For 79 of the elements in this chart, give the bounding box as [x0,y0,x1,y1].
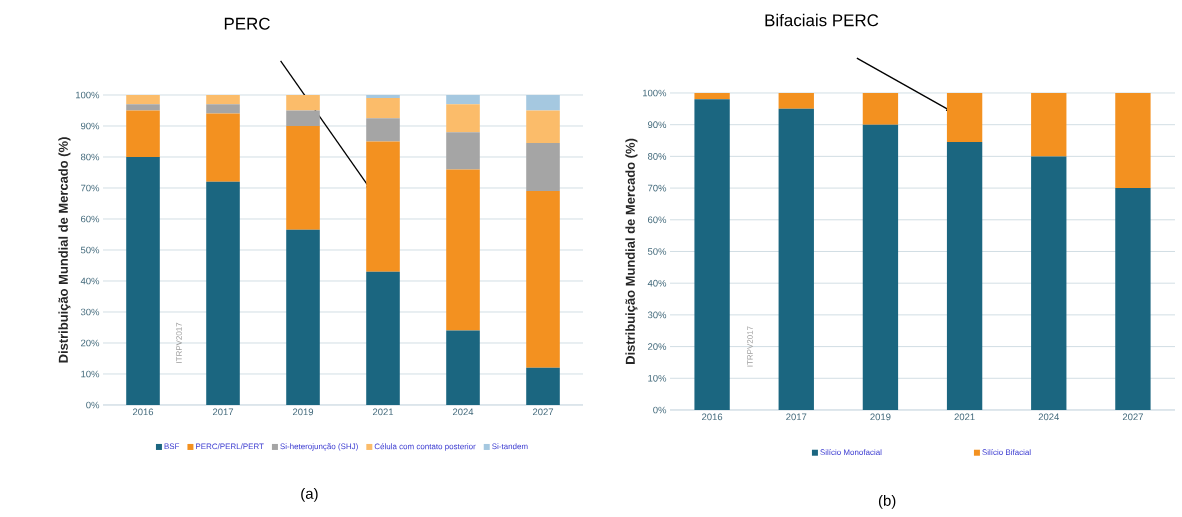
y-tick-label: 30% [80,308,100,316]
bar [206,94,240,105]
text: Bifaciais PERC [765,13,879,27]
bar [694,92,730,100]
bar [366,94,400,99]
bar [446,94,480,105]
x-tick-label: 2019 [870,413,891,421]
bar [126,156,160,405]
x-tick-label: 2016 [132,408,154,416]
y-tick-label: 10% [81,370,100,378]
bar [778,108,814,410]
bar [286,125,320,230]
text: (b) [878,494,896,509]
x-tick-label: 2021 [372,408,394,416]
y-tick-label: 80% [80,153,100,161]
y-axis-title: Distribuição Mundial de Mercado (%) [625,138,638,364]
y-tick-label: 20% [648,343,667,350]
bar [446,169,480,331]
bar [366,118,400,142]
y-tick-label: 60% [648,216,667,224]
bar [126,94,160,105]
x-tick-label: 2017 [786,413,807,421]
bar [126,110,160,157]
bar [126,104,160,111]
bar [286,229,320,405]
y-tick-label: 100% [76,91,100,99]
x-tick-label: 2017 [212,408,234,416]
x-tick-label: 2016 [702,413,723,421]
y-tick-label: 50% [80,246,100,254]
bar [286,94,320,111]
x-tick-label: 2019 [292,408,314,416]
y-tick-label: 30% [647,311,667,319]
y-tick-label: 90% [647,121,667,129]
bar [526,94,560,111]
y-tick-label: 0% [653,406,667,414]
bar [526,143,560,192]
y-tick-label: 10% [648,374,667,382]
bar [526,191,560,368]
x-tick-label: 2027 [1122,413,1143,421]
bar [366,98,400,119]
y-tick-label: 40% [80,277,100,285]
bar [946,92,983,143]
bar [862,124,899,410]
text: PERC [224,17,270,30]
x-tick-label: 2027 [532,408,554,416]
x-tick-label: 2021 [954,413,975,421]
y-axis-title: Distribuição Mundial de Mercado (%) [58,137,71,363]
bar [862,92,899,125]
bar [526,110,560,144]
bar [446,132,480,170]
bar [694,99,730,410]
y-tick-label: 50% [647,248,667,255]
bar [206,181,240,405]
bar [526,367,560,405]
y-tick-label: 40% [647,279,667,287]
bar [1031,92,1067,157]
bar [286,110,320,126]
bar [1031,156,1067,410]
bar [1115,188,1151,410]
y-tick-label: 90% [80,122,100,130]
bar [1115,92,1151,189]
y-tick-label: 70% [81,184,100,192]
bar [206,113,240,182]
y-tick-label: 60% [81,215,100,223]
bar [206,104,240,114]
y-tick-label: 100% [643,89,667,97]
bar [366,141,400,272]
y-tick-label: 70% [648,184,667,192]
bar [366,271,400,405]
bar [446,104,480,133]
y-tick-label: 80% [647,153,667,160]
bar [446,330,480,405]
text: (a) [301,487,318,502]
y-tick-label: 0% [86,401,100,409]
x-tick-label: 2024 [1038,413,1059,421]
x-tick-label: 2024 [452,408,474,416]
bar [946,142,983,410]
bar [778,92,814,109]
y-tick-label: 20% [81,339,100,347]
